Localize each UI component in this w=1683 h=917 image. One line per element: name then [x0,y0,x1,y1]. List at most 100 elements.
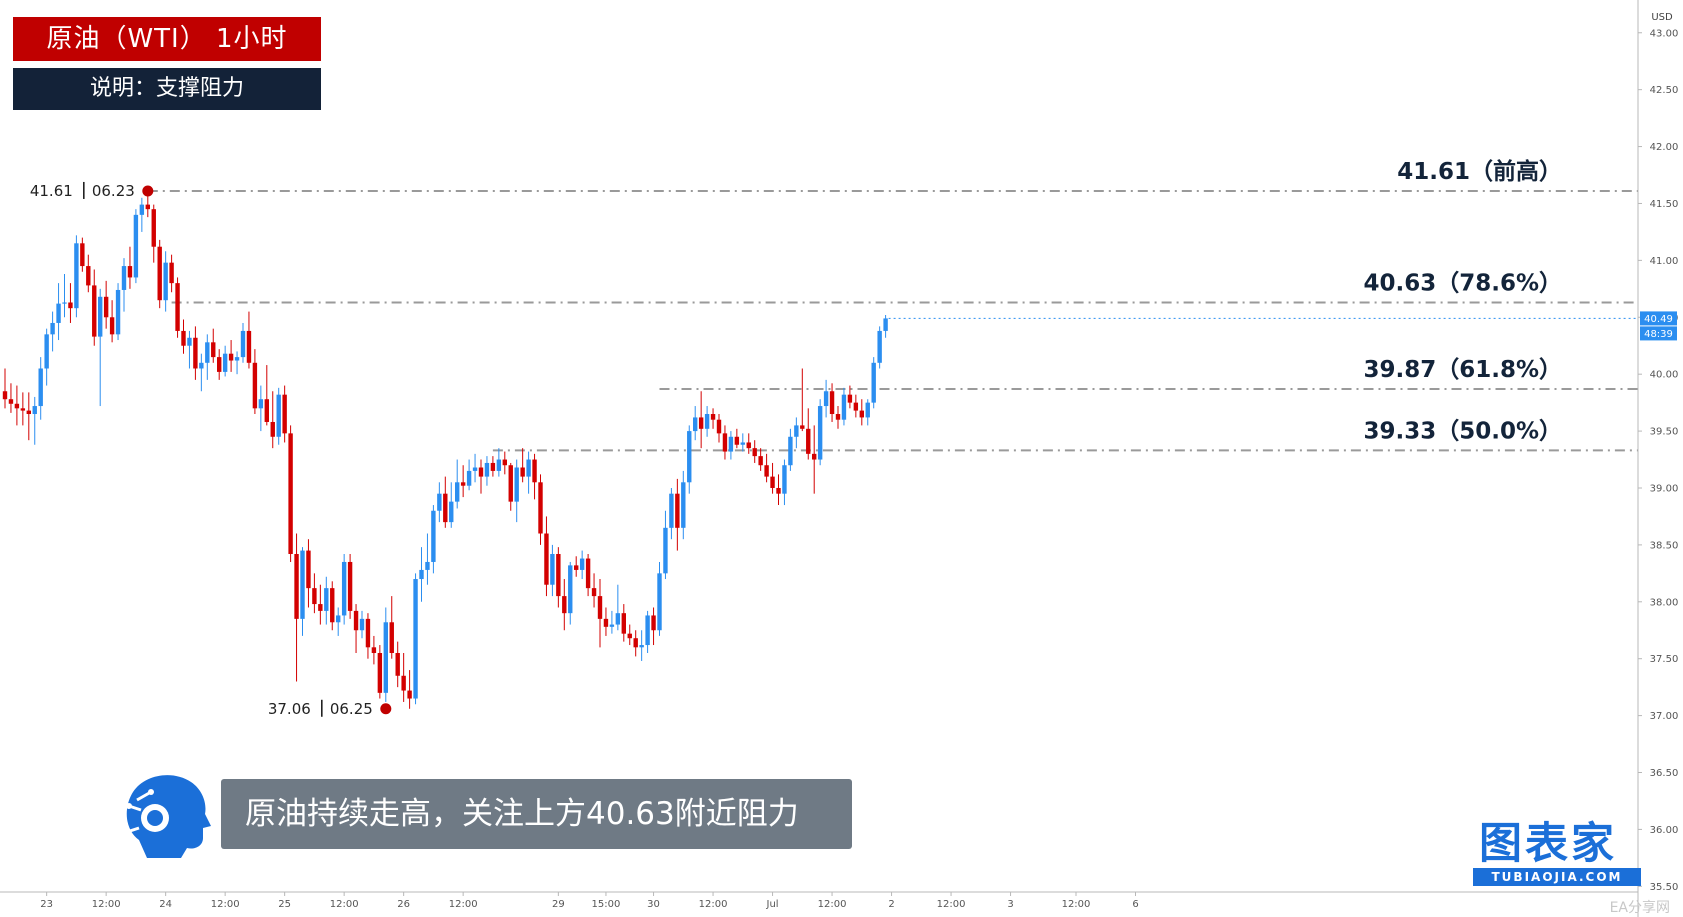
candle-body [823,391,829,407]
candle [776,474,781,506]
last-price-tag[interactable] [1640,311,1677,326]
candle [407,670,412,709]
candle-body [270,421,275,437]
candle-body [175,283,180,331]
y-tick-label: 37.50 [1650,654,1679,665]
x-tick-label: 12:00 [699,899,728,910]
candle-body [502,459,507,466]
candle [597,579,603,648]
candle [419,547,424,602]
candle-body [359,618,365,631]
candle-body [401,675,406,691]
y-tick-label: 42.00 [1650,142,1679,153]
candle-body [157,246,162,301]
candle-body [871,362,876,403]
candle-body [740,442,745,445]
candle-body [50,322,55,335]
candle-body [597,596,603,619]
candle-body [80,243,85,267]
candle [788,428,793,471]
candle-body [389,622,394,654]
candle-body [681,482,686,528]
candle-body [514,467,519,502]
candle-body [478,467,484,477]
countdown-tag [1640,326,1677,341]
candle-body [698,417,704,429]
candle-body [651,615,656,631]
candle-body [86,266,91,286]
price-axis[interactable]: USD 35.50 36.00 36.50 37.00 37.50 38.00 38.50 39… [888,0,1679,917]
candle-body [115,289,121,335]
candle-body [282,394,287,434]
x-tick-label: 12:00 [818,899,847,910]
candle [2,368,8,409]
candle [44,328,49,386]
candle [556,547,561,608]
countdown-value: 48:39 [1644,329,1673,340]
candle-body [728,436,734,452]
candle-body [865,402,870,418]
candle-body [472,467,478,471]
candle-body [199,362,204,369]
markers-layer: 41.61 06.23 37.06 06.25 [30,181,392,718]
candle-body [121,266,127,290]
candle-body [633,638,638,648]
candle [199,353,204,392]
candle [877,326,882,369]
y-tick-label: 35.50 [1650,882,1679,893]
candle-body [288,433,293,554]
candle-body [240,330,246,358]
candle [139,197,145,232]
candle-body [829,391,835,415]
candle-body [145,204,150,210]
candle [817,399,823,466]
candle-body [217,357,222,372]
candle-body [252,362,258,409]
y-tick-label: 40.00 [1650,370,1679,381]
candle-body [627,633,632,639]
brand-name: 图表家 [1479,819,1617,869]
low-marker-dot [380,703,392,715]
candle [669,487,674,540]
candle-body [211,342,216,358]
candle [103,280,109,329]
candle [353,604,359,654]
candle [704,406,710,437]
candle [109,300,115,343]
candle-body [776,487,781,494]
candle [401,653,406,702]
candle [526,451,531,494]
candle [443,476,448,528]
candle [193,326,198,380]
low-marker-price: 37.06 [268,700,311,718]
candle [496,448,502,477]
x-tick-label: 23 [40,899,53,910]
candle [300,547,305,636]
candle [574,556,579,577]
candle-body [413,579,418,699]
candle-body [603,618,609,627]
candle [282,385,287,443]
x-tick-label: 29 [552,899,565,910]
candle [288,425,293,562]
candle-body [26,410,31,415]
candle-body [437,493,442,511]
level-label: 40.63（78.6%） [1363,269,1562,296]
time-axis[interactable]: 23 12:00 24 12:00 25 12:00 26 12:00 29 15:00 30 12:… [0,891,1670,916]
candle-body [276,394,281,437]
candle [585,553,591,597]
candle [764,453,769,483]
candle-body [341,561,347,616]
candle [657,561,662,636]
candle-body [722,433,728,452]
candle [710,408,716,429]
candle-body [877,330,882,363]
candle [98,288,103,407]
candle-body [181,330,186,346]
chart-title: 原油（WTI） 1小时 [13,17,321,61]
candle [568,561,573,625]
candle-body [133,214,139,278]
candle [228,340,234,372]
candle-body [395,653,400,676]
